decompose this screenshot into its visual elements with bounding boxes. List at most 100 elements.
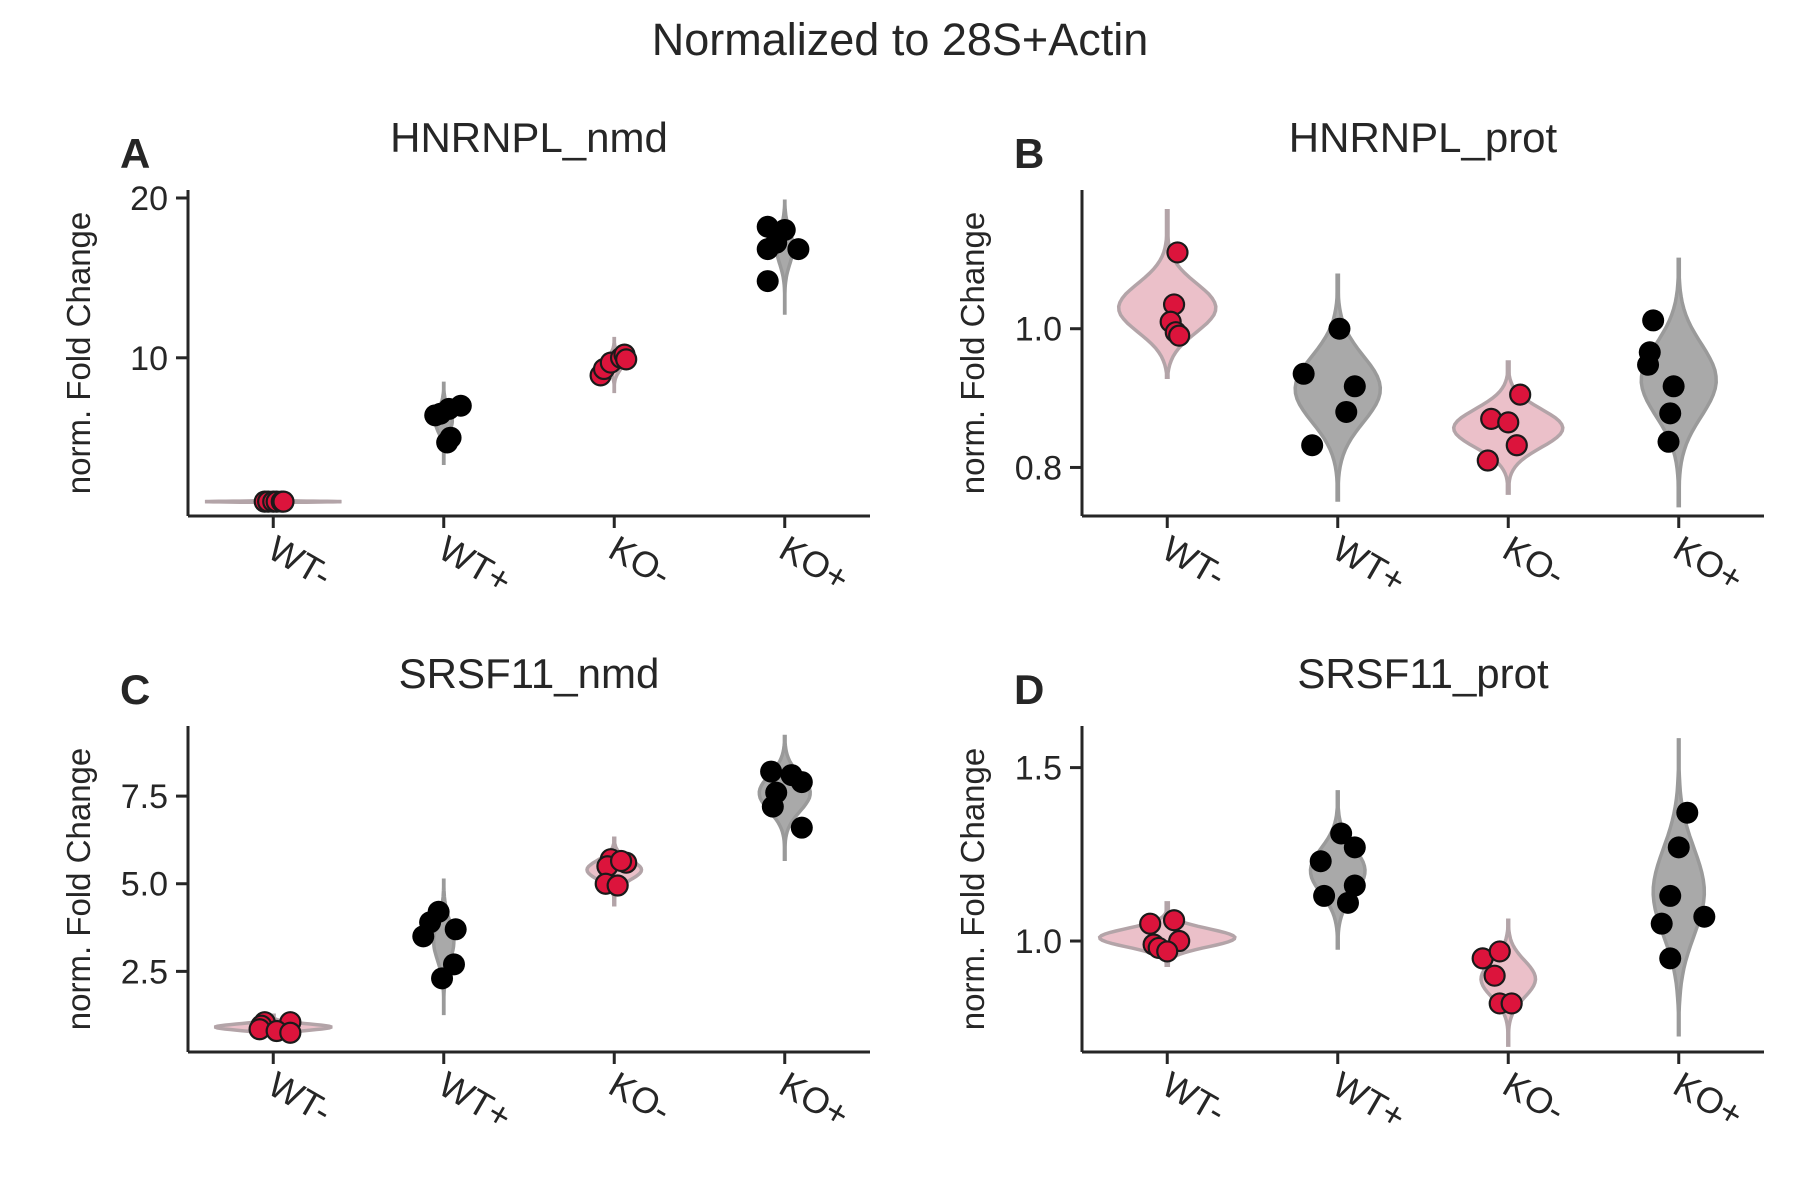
data-point xyxy=(1659,402,1682,425)
data-point xyxy=(1676,801,1699,824)
x-tick-label: WT+ xyxy=(1326,1063,1413,1137)
x-tick-label: WT- xyxy=(261,527,339,595)
data-point xyxy=(1662,375,1685,398)
data-point xyxy=(1309,850,1332,873)
data-point xyxy=(1168,324,1191,347)
x-tick-label: WT- xyxy=(1155,527,1233,595)
y-axis-label: norm. Fold Change xyxy=(60,212,97,494)
y-tick-label: 1.0 xyxy=(1015,923,1062,961)
data-point xyxy=(1500,992,1523,1015)
data-point xyxy=(787,238,810,261)
violin-ko-plus xyxy=(774,199,795,315)
data-point xyxy=(1156,940,1179,963)
panel-title: SRSF11_prot xyxy=(1297,650,1549,697)
x-tick-label: KO- xyxy=(1496,527,1572,595)
data-point xyxy=(1667,836,1690,859)
data-point xyxy=(1693,905,1716,928)
data-point xyxy=(609,849,633,873)
data-point xyxy=(444,918,467,941)
panel-letter: C xyxy=(120,666,150,713)
data-point xyxy=(1335,400,1358,423)
data-point xyxy=(1505,434,1528,457)
x-tick-label: KO- xyxy=(602,1063,678,1131)
data-point xyxy=(1642,309,1665,332)
data-point xyxy=(615,348,638,371)
panel-title: HNRNPL_prot xyxy=(1289,114,1558,161)
data-point xyxy=(1488,940,1511,963)
x-tick-label: KO+ xyxy=(1667,527,1751,599)
data-point xyxy=(431,967,454,990)
data-point xyxy=(1483,964,1506,987)
data-point xyxy=(1657,430,1680,453)
data-point xyxy=(1292,362,1315,385)
data-point xyxy=(449,394,472,417)
violin-wt-plus xyxy=(431,878,456,1016)
x-tick-label: WT+ xyxy=(1326,527,1413,601)
data-point xyxy=(1343,836,1366,859)
data-point xyxy=(760,760,783,783)
data-point xyxy=(1659,884,1682,907)
panel-title: SRSF11_nmd xyxy=(399,650,660,697)
violin-wt-plus xyxy=(1293,273,1383,502)
y-tick-label: 10 xyxy=(130,340,168,378)
violin-ko-plus xyxy=(1651,738,1707,1037)
data-point xyxy=(1166,241,1189,264)
data-point xyxy=(765,231,788,254)
data-point xyxy=(1313,884,1336,907)
x-tick-label: KO- xyxy=(1496,1063,1572,1131)
data-point xyxy=(1330,822,1353,845)
figure-title: Normalized to 28S+Actin xyxy=(651,14,1149,65)
violin-wt-minus xyxy=(1116,209,1218,380)
y-tick-label: 7.5 xyxy=(121,778,168,816)
y-tick-label: 0.8 xyxy=(1015,449,1062,487)
y-tick-label: 2.5 xyxy=(121,953,168,991)
x-tick-label: KO- xyxy=(602,527,678,595)
panel-letter: D xyxy=(1014,666,1044,713)
y-axis-label: norm. Fold Change xyxy=(60,748,97,1030)
y-tick-label: 20 xyxy=(130,180,168,218)
data-point xyxy=(1659,947,1682,970)
data-point xyxy=(279,1021,302,1044)
data-point xyxy=(1139,912,1162,935)
x-tick-label: WT+ xyxy=(432,527,519,601)
data-point xyxy=(756,270,779,293)
y-axis-label: norm. Fold Change xyxy=(954,212,991,494)
panel-title: HNRNPL_nmd xyxy=(390,114,668,161)
data-point xyxy=(1650,912,1673,935)
data-point xyxy=(790,816,813,839)
data-point xyxy=(1336,891,1359,914)
data-point xyxy=(439,426,462,449)
data-point xyxy=(606,874,629,897)
data-point xyxy=(1497,411,1520,434)
data-point xyxy=(1509,383,1532,406)
data-point xyxy=(429,402,452,425)
x-tick-label: WT- xyxy=(1155,1063,1233,1131)
y-tick-label: 1.0 xyxy=(1015,311,1062,349)
data-point xyxy=(272,490,295,513)
data-point xyxy=(412,925,435,948)
data-point xyxy=(1162,909,1186,932)
data-point xyxy=(1343,375,1366,398)
x-tick-label: WT- xyxy=(261,1063,339,1131)
y-tick-label: 5.0 xyxy=(121,866,168,904)
y-tick-label: 1.5 xyxy=(1015,750,1062,788)
data-point xyxy=(1343,874,1366,897)
x-tick-label: KO+ xyxy=(1667,1063,1751,1135)
panel-letter: A xyxy=(120,130,150,177)
data-point xyxy=(1328,317,1351,340)
x-tick-label: KO+ xyxy=(773,527,857,599)
data-point xyxy=(761,795,784,818)
data-point xyxy=(1301,434,1324,457)
x-tick-label: KO+ xyxy=(773,1063,857,1135)
panel-letter: B xyxy=(1014,130,1044,177)
data-point xyxy=(1476,449,1499,472)
x-tick-label: WT+ xyxy=(432,1063,519,1137)
y-axis-label: norm. Fold Change xyxy=(954,748,991,1030)
violin-wt-minus xyxy=(1097,901,1237,968)
